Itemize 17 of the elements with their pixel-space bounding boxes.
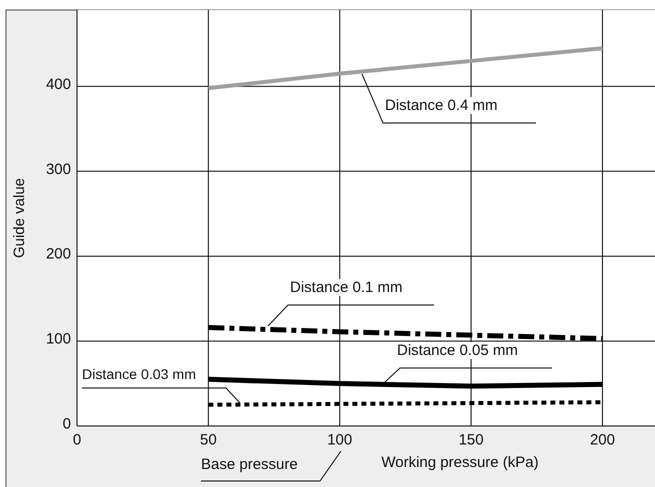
series-label: Distance 0.4 mm bbox=[385, 97, 498, 114]
x-tick-label: 100 bbox=[327, 432, 352, 449]
y-tick-label: 0 bbox=[62, 416, 71, 432]
y-axis-title: Guide value bbox=[11, 178, 28, 258]
y-tick-label: 300 bbox=[46, 160, 71, 178]
text: Distance 0.1 mm bbox=[290, 279, 403, 296]
y-tick-label: 200 bbox=[46, 246, 71, 263]
series-label: Distance 0.03 mm bbox=[82, 366, 196, 382]
x-tick-label: 50 bbox=[200, 432, 217, 449]
series-label: Distance 0.05 mm bbox=[397, 342, 518, 359]
y-tick-label: 400 bbox=[46, 76, 71, 93]
x-tick-label: 150 bbox=[458, 432, 484, 449]
x-axis-title: Working pressure (kPa) bbox=[381, 454, 539, 471]
line-series bbox=[206, 46, 604, 90]
x-tick-label: 200 bbox=[590, 432, 615, 449]
y-tick-label: 100 bbox=[46, 330, 71, 348]
text: Base pressure bbox=[201, 456, 298, 473]
